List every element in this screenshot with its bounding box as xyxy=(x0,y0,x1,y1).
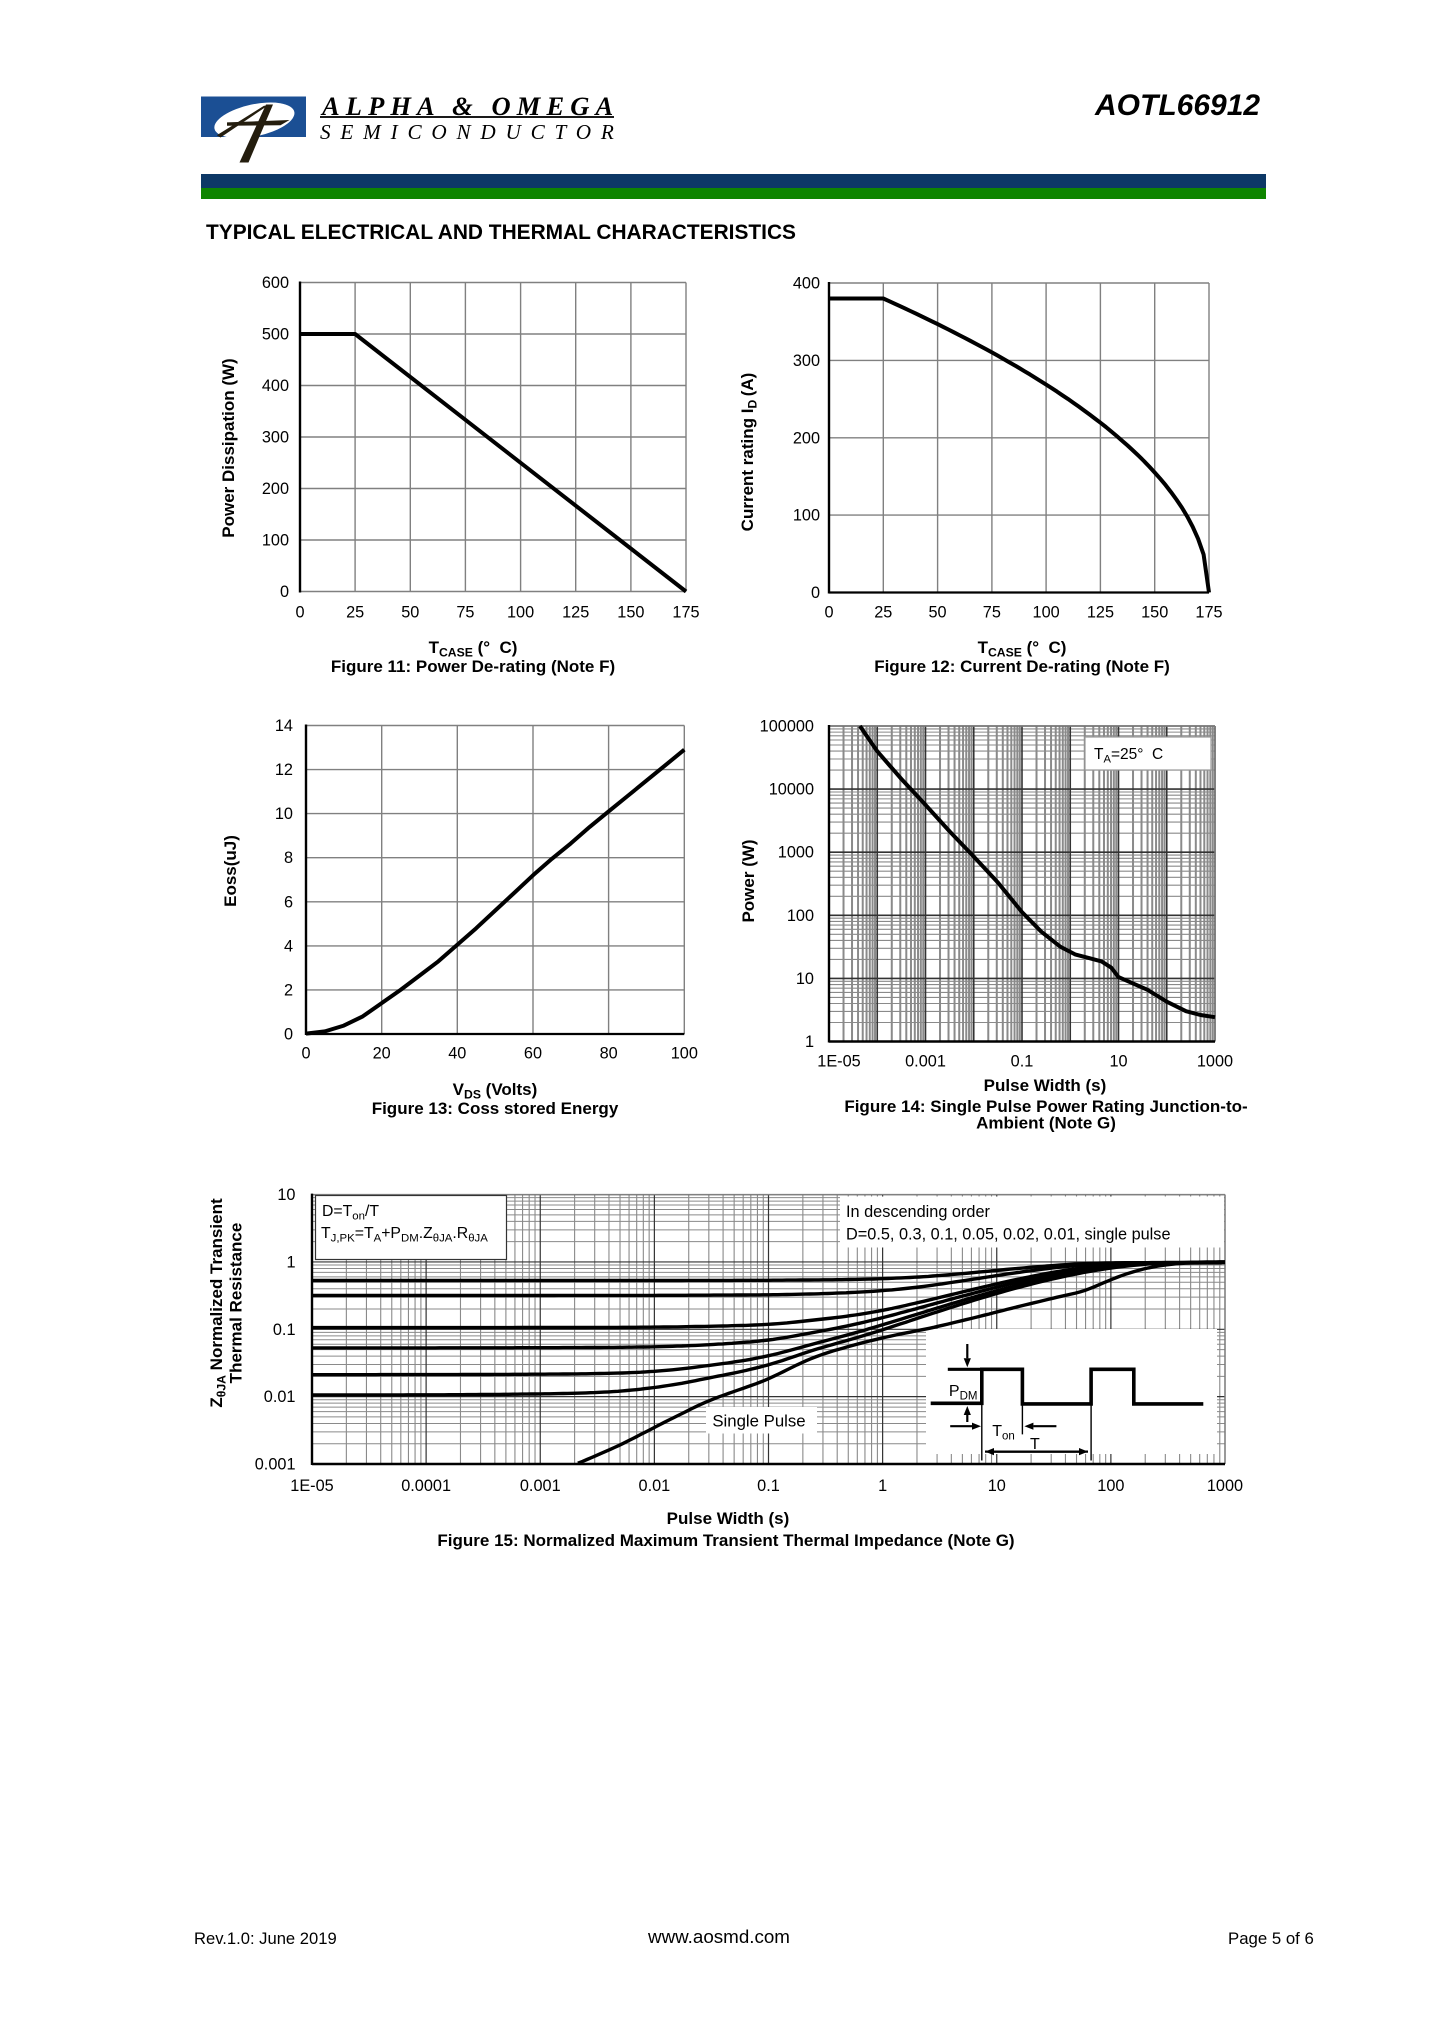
svg-text:75: 75 xyxy=(456,604,474,622)
svg-text:10: 10 xyxy=(1109,1053,1127,1071)
svg-text:2: 2 xyxy=(284,981,293,999)
svg-text:0: 0 xyxy=(824,604,833,622)
svg-text:Power (W): Power (W) xyxy=(739,839,758,922)
svg-text:175: 175 xyxy=(1195,604,1222,622)
svg-text:D=0.5, 0.3, 0.1, 0.05, 0.02, 0: D=0.5, 0.3, 0.1, 0.05, 0.02, 0.01, singl… xyxy=(846,1226,1171,1244)
svg-text:PDM: PDM xyxy=(949,1383,978,1403)
svg-text:50: 50 xyxy=(401,604,419,622)
svg-text:0.001: 0.001 xyxy=(905,1053,946,1071)
svg-text:300: 300 xyxy=(793,352,820,370)
svg-text:150: 150 xyxy=(1141,604,1168,622)
svg-text:T: T xyxy=(1030,1436,1040,1453)
svg-text:0: 0 xyxy=(284,1026,293,1044)
svg-text:12: 12 xyxy=(275,761,293,779)
svg-text:8: 8 xyxy=(284,849,293,867)
svg-text:1: 1 xyxy=(878,1477,887,1495)
svg-text:Pulse Width (s): Pulse Width (s) xyxy=(984,1076,1107,1095)
svg-text:200: 200 xyxy=(262,480,289,498)
svg-text:Power Dissipation (W): Power Dissipation (W) xyxy=(219,358,238,537)
svg-text:175: 175 xyxy=(672,604,699,622)
svg-text:1000: 1000 xyxy=(778,844,814,862)
svg-text:VDS (Volts): VDS (Volts) xyxy=(453,1080,538,1102)
svg-text:1: 1 xyxy=(805,1033,814,1051)
svg-text:Thermal Resistance: Thermal Resistance xyxy=(227,1223,246,1384)
svg-text:4: 4 xyxy=(284,937,293,955)
svg-text:0.0001: 0.0001 xyxy=(401,1477,451,1495)
svg-text:100: 100 xyxy=(262,532,289,550)
svg-text:Figure 13: Coss stored Energy: Figure 13: Coss stored Energy xyxy=(372,1099,619,1118)
svg-text:150: 150 xyxy=(617,604,644,622)
svg-text:In descending order: In descending order xyxy=(846,1203,990,1221)
svg-text:ZθJA Normalized Transient: ZθJA Normalized Transient xyxy=(207,1198,229,1408)
svg-text:0.001: 0.001 xyxy=(520,1477,561,1495)
svg-text:Ambient (Note G): Ambient (Note G) xyxy=(976,1114,1116,1133)
svg-text:Pulse Width (s): Pulse Width (s) xyxy=(667,1509,790,1528)
svg-text:125: 125 xyxy=(1087,604,1114,622)
svg-text:Eoss(uJ): Eoss(uJ) xyxy=(221,835,240,907)
svg-text:600: 600 xyxy=(262,274,289,292)
svg-text:100: 100 xyxy=(787,907,814,925)
svg-text:200: 200 xyxy=(793,429,820,447)
svg-text:TCASE (° C): TCASE (° C) xyxy=(429,638,518,660)
svg-text:0: 0 xyxy=(280,583,289,601)
svg-text:50: 50 xyxy=(929,604,947,622)
svg-text:25: 25 xyxy=(346,604,364,622)
svg-text:Ton: Ton xyxy=(992,1423,1015,1443)
svg-text:0.1: 0.1 xyxy=(757,1477,780,1495)
svg-text:1000: 1000 xyxy=(1197,1053,1233,1071)
svg-text:300: 300 xyxy=(262,429,289,447)
svg-text:6: 6 xyxy=(284,893,293,911)
svg-text:Figure 15: Normalized Maximum: Figure 15: Normalized Maximum Transient … xyxy=(437,1531,1014,1550)
svg-text:0.1: 0.1 xyxy=(273,1321,296,1339)
svg-text:100000: 100000 xyxy=(760,718,814,736)
svg-text:500: 500 xyxy=(262,326,289,344)
svg-text:1000: 1000 xyxy=(1207,1477,1243,1495)
svg-text:40: 40 xyxy=(448,1045,466,1063)
svg-text:100: 100 xyxy=(671,1045,698,1063)
svg-text:D=Ton/T: D=Ton/T xyxy=(322,1203,379,1223)
svg-text:1E-05: 1E-05 xyxy=(290,1477,333,1495)
svg-text:400: 400 xyxy=(262,377,289,395)
svg-text:Current rating ID (A): Current rating ID (A) xyxy=(738,373,760,532)
svg-text:Figure 14: Single Pulse Power: Figure 14: Single Pulse Power Rating Jun… xyxy=(844,1097,1247,1116)
svg-text:TA=25° C: TA=25° C xyxy=(1094,746,1163,765)
svg-text:0.01: 0.01 xyxy=(639,1477,671,1495)
svg-text:0: 0 xyxy=(295,604,304,622)
svg-text:0: 0 xyxy=(811,584,820,602)
svg-text:60: 60 xyxy=(524,1045,542,1063)
svg-text:100: 100 xyxy=(1097,1477,1124,1495)
svg-text:10: 10 xyxy=(988,1477,1006,1495)
svg-text:80: 80 xyxy=(600,1045,618,1063)
svg-text:1: 1 xyxy=(286,1253,295,1271)
svg-text:100: 100 xyxy=(793,507,820,525)
svg-text:75: 75 xyxy=(983,604,1001,622)
svg-text:125: 125 xyxy=(562,604,589,622)
svg-text:400: 400 xyxy=(793,275,820,293)
svg-text:0.01: 0.01 xyxy=(264,1388,296,1406)
svg-text:TCASE (° C): TCASE (° C) xyxy=(978,638,1067,660)
svg-text:20: 20 xyxy=(373,1045,391,1063)
svg-text:Figure 11: Power De-rating (No: Figure 11: Power De-rating (Note F) xyxy=(331,657,615,676)
svg-text:100: 100 xyxy=(1033,604,1060,622)
svg-text:1E-05: 1E-05 xyxy=(817,1053,860,1071)
svg-text:14: 14 xyxy=(275,717,293,735)
svg-text:25: 25 xyxy=(874,604,892,622)
svg-text:10: 10 xyxy=(277,1186,295,1204)
svg-text:0.1: 0.1 xyxy=(1011,1053,1034,1071)
svg-text:10000: 10000 xyxy=(769,781,814,799)
svg-text:10: 10 xyxy=(275,805,293,823)
svg-text:Figure 12: Current De-rating (: Figure 12: Current De-rating (Note F) xyxy=(874,657,1170,676)
svg-text:100: 100 xyxy=(507,604,534,622)
svg-text:TJ,PK=TA+PDM.ZθJA.RθJA: TJ,PK=TA+PDM.ZθJA.RθJA xyxy=(321,1225,488,1245)
svg-text:Single Pulse: Single Pulse xyxy=(712,1412,805,1431)
svg-text:0.001: 0.001 xyxy=(255,1456,296,1474)
svg-text:10: 10 xyxy=(796,970,814,988)
svg-text:0: 0 xyxy=(301,1045,310,1063)
